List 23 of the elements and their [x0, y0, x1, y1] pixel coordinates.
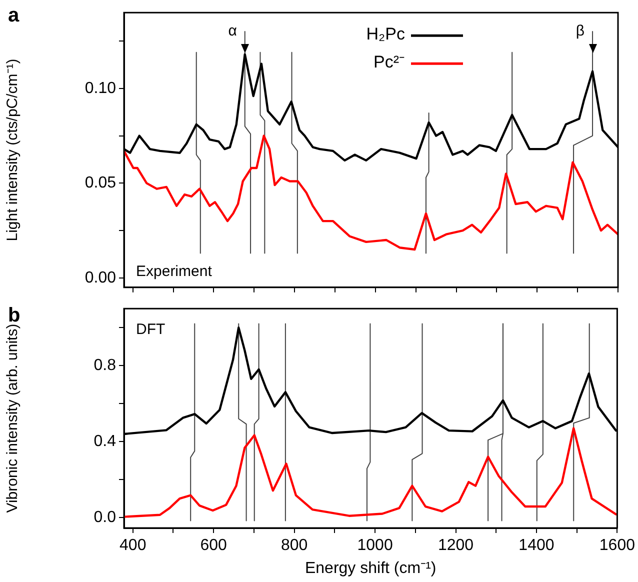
- x-tick-label: 1000: [357, 537, 393, 554]
- y-tick-label: 0.0: [94, 508, 116, 526]
- annotation: β: [576, 22, 585, 40]
- x-tick-label: 400: [120, 537, 146, 554]
- y-tick-label: 0.4: [94, 432, 116, 450]
- x-axis-title: Energy shift (cm⁻¹): [304, 560, 436, 577]
- legend-label: Pc²⁻: [374, 52, 405, 72]
- y-tick-label: 0.00: [84, 269, 116, 286]
- annotation: Experiment: [136, 263, 213, 280]
- y-axis-title: Vibronic intensity (arb. units): [4, 324, 22, 513]
- x-tick-label: 800: [280, 537, 308, 554]
- y-tick-label: 0.8: [94, 356, 116, 374]
- y-axis-title: Light intensity (cts/pC/cm⁻¹): [4, 58, 22, 242]
- chart-title: a: [8, 4, 20, 27]
- y-tick-label: 0.10: [84, 80, 116, 97]
- x-tick-label: 1400: [518, 537, 554, 554]
- annotation: DFT: [136, 321, 166, 338]
- x-tick-label: 600: [200, 537, 228, 554]
- annotation: α: [228, 22, 238, 40]
- y-tick-label: 0.05: [84, 174, 116, 192]
- legend-label: H₂Pc: [366, 24, 406, 44]
- x-tick-label: 1200: [438, 537, 474, 554]
- x-tick-label: 1600: [599, 537, 636, 554]
